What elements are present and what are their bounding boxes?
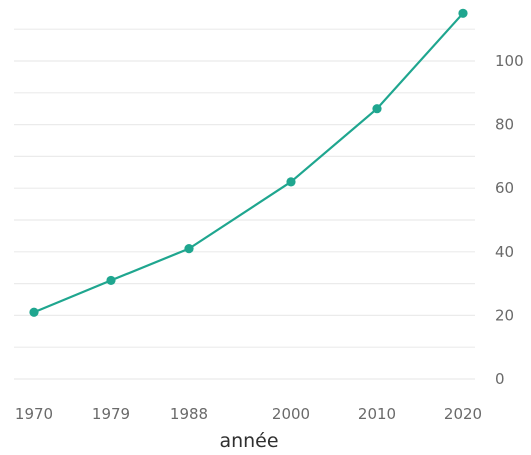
data-point — [29, 307, 39, 317]
data-point — [458, 8, 468, 18]
grid-layer — [14, 28, 475, 380]
data-point — [372, 104, 382, 114]
y-tick-labels: 0 20 40 60 80 100 — [495, 52, 524, 388]
x-axis-title: année — [219, 430, 278, 452]
x-tick-label: 2010 — [358, 405, 396, 423]
data-point — [286, 177, 296, 187]
y-tick-label: 80 — [495, 116, 514, 134]
data-point — [106, 275, 116, 286]
x-tick-label: 1988 — [170, 405, 208, 423]
y-tick-label: 60 — [495, 179, 514, 197]
y-tick-label: 40 — [495, 243, 514, 261]
y-tick-label: 20 — [495, 306, 514, 324]
data-point — [184, 244, 194, 254]
x-tick-labels: 1970 1979 1988 2000 2010 2020 — [15, 405, 482, 423]
y-tick-label: 0 — [495, 370, 505, 388]
series-line — [33, 12, 464, 314]
x-tick-label: 2000 — [272, 405, 310, 423]
x-tick-label: 1970 — [15, 405, 53, 423]
x-tick-label: 2020 — [444, 405, 482, 423]
y-tick-label: 100 — [495, 52, 524, 70]
series-layer — [29, 8, 468, 317]
x-tick-label: 1979 — [92, 405, 130, 423]
